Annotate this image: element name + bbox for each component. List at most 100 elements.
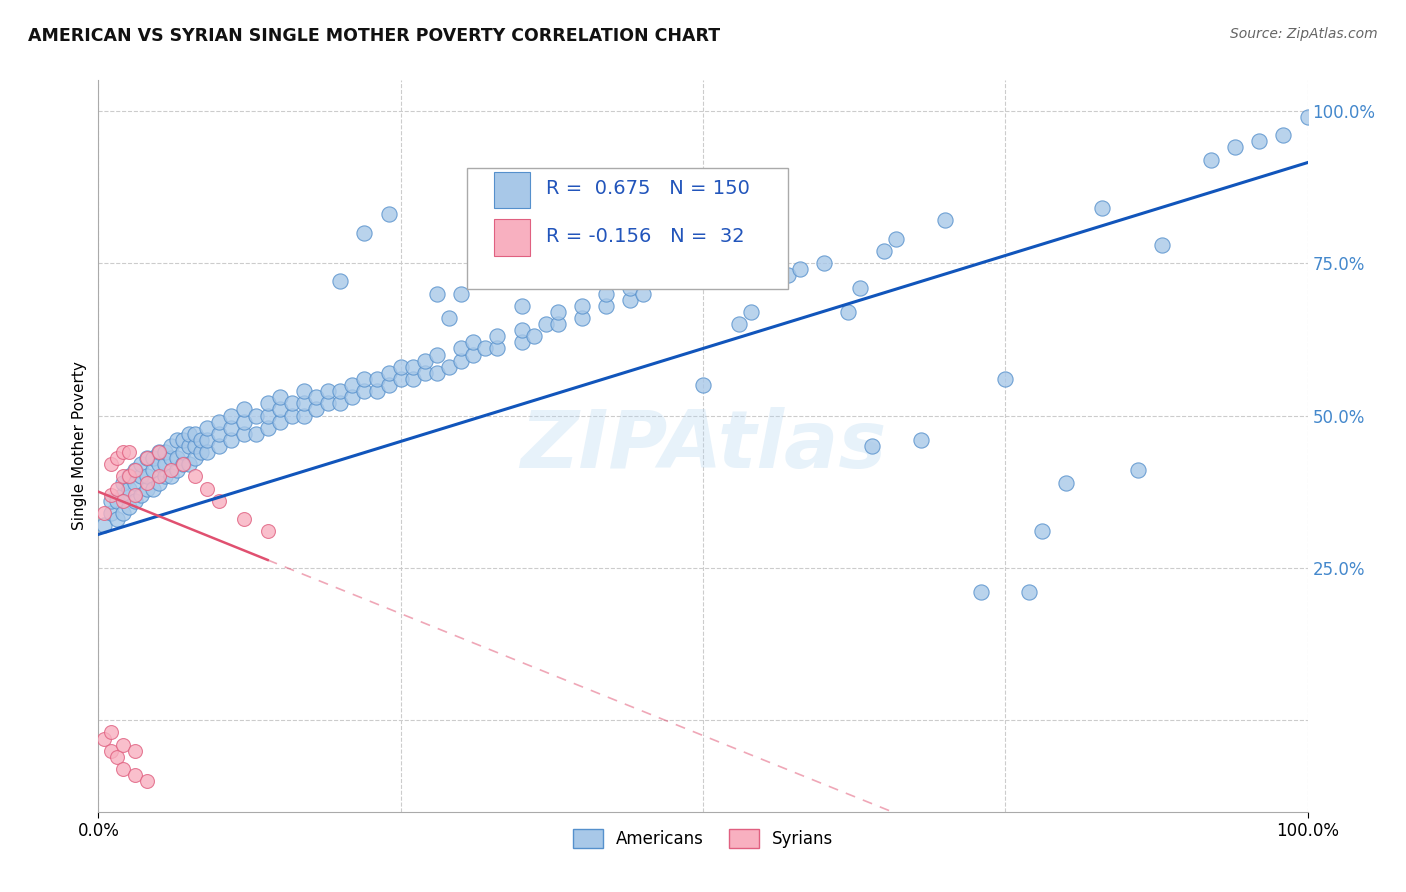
- FancyBboxPatch shape: [494, 219, 530, 256]
- Point: [148, 469, 170, 483]
- Point: [523, 274, 546, 288]
- Point: [437, 310, 460, 325]
- Text: AMERICAN VS SYRIAN SINGLE MOTHER POVERTY CORRELATION CHART: AMERICAN VS SYRIAN SINGLE MOTHER POVERTY…: [28, 27, 720, 45]
- Point: [153, 457, 176, 471]
- Point: [124, 488, 146, 502]
- Point: [292, 409, 315, 423]
- Point: [111, 488, 134, 502]
- Point: [353, 384, 375, 398]
- Point: [668, 226, 690, 240]
- Point: [148, 445, 170, 459]
- Point: [166, 433, 188, 447]
- Point: [510, 299, 533, 313]
- Text: Source: ZipAtlas.com: Source: ZipAtlas.com: [1230, 27, 1378, 41]
- Point: [124, 463, 146, 477]
- Point: [342, 390, 364, 404]
- Point: [105, 482, 128, 496]
- Point: [450, 286, 472, 301]
- Point: [172, 433, 194, 447]
- Point: [994, 372, 1017, 386]
- Point: [111, 494, 134, 508]
- Point: [534, 317, 557, 331]
- Point: [160, 439, 183, 453]
- Point: [377, 378, 399, 392]
- Point: [105, 512, 128, 526]
- Point: [221, 409, 243, 423]
- Point: [377, 366, 399, 380]
- Point: [776, 268, 799, 283]
- Point: [1249, 134, 1271, 148]
- Point: [118, 445, 141, 459]
- Point: [179, 426, 201, 441]
- Point: [571, 250, 593, 264]
- Point: [160, 469, 183, 483]
- Point: [692, 378, 714, 392]
- Point: [111, 738, 134, 752]
- Point: [1091, 201, 1114, 215]
- Point: [124, 494, 146, 508]
- Point: [450, 353, 472, 368]
- Point: [269, 402, 291, 417]
- Point: [305, 402, 328, 417]
- Point: [402, 372, 425, 386]
- Point: [1152, 237, 1174, 252]
- Point: [118, 500, 141, 514]
- Point: [111, 445, 134, 459]
- Point: [281, 409, 304, 423]
- Point: [571, 299, 593, 313]
- Text: R =  0.675   N = 150: R = 0.675 N = 150: [546, 179, 749, 198]
- Point: [148, 457, 170, 471]
- Point: [184, 451, 207, 466]
- Point: [129, 469, 152, 483]
- Point: [402, 359, 425, 374]
- Point: [873, 244, 896, 258]
- Point: [142, 482, 165, 496]
- Point: [118, 482, 141, 496]
- Legend: Americans, Syrians: Americans, Syrians: [567, 822, 839, 855]
- Point: [571, 310, 593, 325]
- Point: [124, 744, 146, 758]
- Point: [256, 524, 278, 539]
- Point: [166, 463, 188, 477]
- Point: [208, 426, 231, 441]
- Point: [1199, 153, 1222, 167]
- FancyBboxPatch shape: [467, 168, 787, 289]
- Point: [728, 317, 751, 331]
- Point: [849, 280, 872, 294]
- Point: [135, 469, 157, 483]
- Point: [765, 274, 787, 288]
- Point: [1272, 128, 1295, 142]
- Point: [124, 475, 146, 490]
- Point: [305, 390, 328, 404]
- Point: [256, 409, 278, 423]
- Point: [523, 329, 546, 343]
- Point: [100, 494, 122, 508]
- Point: [124, 768, 146, 782]
- Point: [329, 396, 352, 410]
- Y-axis label: Single Mother Poverty: Single Mother Poverty: [72, 361, 87, 531]
- Point: [195, 433, 218, 447]
- Point: [281, 396, 304, 410]
- Point: [426, 347, 449, 362]
- Text: ZIPAtlas: ZIPAtlas: [520, 407, 886, 485]
- Point: [860, 439, 883, 453]
- Point: [716, 213, 738, 227]
- Point: [190, 433, 212, 447]
- Point: [716, 262, 738, 277]
- Point: [105, 749, 128, 764]
- Point: [1031, 524, 1053, 539]
- Point: [208, 494, 231, 508]
- Point: [111, 475, 134, 490]
- Point: [172, 457, 194, 471]
- Point: [105, 451, 128, 466]
- Point: [93, 518, 115, 533]
- Point: [245, 426, 267, 441]
- Point: [135, 774, 157, 789]
- Point: [426, 366, 449, 380]
- Point: [100, 457, 122, 471]
- Point: [256, 421, 278, 435]
- Point: [111, 506, 134, 520]
- Point: [789, 262, 811, 277]
- Point: [221, 421, 243, 435]
- Point: [316, 384, 339, 398]
